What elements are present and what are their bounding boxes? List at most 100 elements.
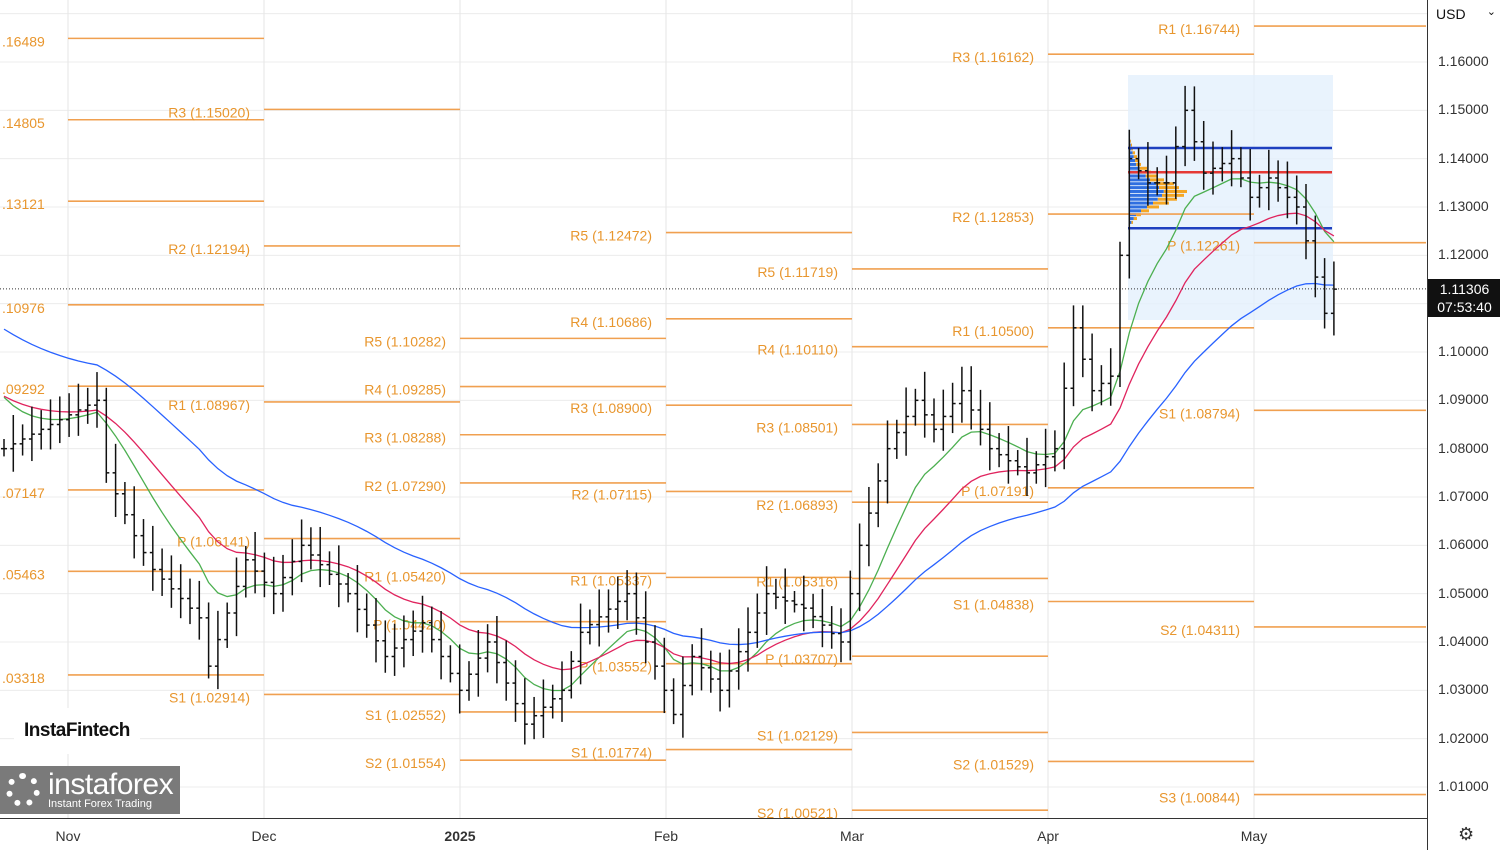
ohlc-bar: [28, 406, 35, 462]
price-tick-label: 1.16000: [1438, 53, 1489, 69]
time-axis[interactable]: Nov Dec 2025 Feb Mar Apr May: [0, 818, 1427, 850]
ohlc-bar: [168, 555, 175, 608]
chevron-down-icon: ⌄: [1486, 6, 1496, 18]
ohlc-bar: [261, 552, 268, 598]
ohlc-bar: [438, 611, 445, 680]
ohlc-bar: [605, 589, 612, 633]
pivot-level-label: R2 (1.06893): [756, 497, 838, 513]
price-chart[interactable]: .16489 .14805 .13121 .10976 .09292 .07147 .054…: [0, 0, 1427, 818]
pivot-level-label: .09292: [2, 381, 45, 397]
current-price-badge: 1.11306 07:53:40: [1428, 279, 1500, 317]
ohlc-bar: [112, 443, 119, 517]
ohlc-bar: [1182, 85, 1189, 167]
price-tick-label: 1.12000: [1438, 246, 1489, 263]
ohlc-bar: [838, 608, 844, 663]
pivot-level-label: S1 (1.02552): [365, 707, 446, 723]
pivot-level-label: R1 (1.10500): [952, 323, 1034, 339]
ohlc-bar: [149, 525, 156, 591]
ohlc-bar: [661, 637, 668, 714]
time-tick-label: May: [1240, 828, 1268, 844]
ohlc-bar: [345, 573, 352, 603]
price-axis[interactable]: USD ⌄ 1.16000 1.15000 1.14000 1.13000 1.12000…: [1427, 0, 1500, 850]
pivot-level-label: .13121: [2, 196, 45, 212]
volume-profile-bar: [1129, 220, 1132, 224]
ohlc-bar: [1079, 305, 1086, 378]
volume-profile-bar: [1130, 143, 1132, 147]
volume-profile-bar: [1129, 155, 1134, 159]
ohlc-bar: [577, 603, 584, 685]
time-tick-label: Mar: [839, 828, 865, 844]
ohlc-bar: [1144, 142, 1151, 206]
pivot-level-label: .16489: [2, 33, 45, 49]
time-tick-label: Nov: [55, 828, 81, 844]
ohlc-bar: [224, 602, 231, 648]
price-tick-label: 1.10000: [1438, 342, 1489, 359]
pivot-level-label: R1 (1.05337): [570, 572, 652, 588]
volume-profile-bar: [1129, 205, 1147, 209]
price-tick-label: 1.02000: [1438, 729, 1489, 746]
ohlc-bar: [884, 420, 891, 504]
volume-profile-area: [1128, 75, 1333, 320]
volume-profile-bar: [1129, 178, 1150, 182]
ohlc-bar: [56, 396, 63, 444]
volume-profile-bar: [1129, 201, 1153, 205]
volume-profile-bar: [1157, 197, 1177, 201]
ohlc-bar: [568, 651, 575, 699]
volume-profile-bar: [1156, 182, 1174, 186]
ohlc-bar: [707, 650, 714, 693]
ohlc-bar: [931, 398, 937, 443]
ohlc-bar: [177, 564, 184, 619]
volume-profile-bar: [1129, 151, 1133, 155]
pivot-level-label: P (1.06141): [177, 534, 250, 550]
instaforex-logo: instaforex Instant Forex Trading: [0, 766, 180, 814]
pivot-level-label: R2 (1.12853): [952, 209, 1034, 225]
currency-label: USD: [1436, 6, 1466, 22]
time-tick-label: Apr: [1037, 828, 1059, 844]
ohlc-bar: [968, 366, 975, 430]
ohlc-bar: [549, 684, 556, 719]
pivot-level-label: S1 (1.02914): [169, 689, 250, 705]
ohlc-bar: [38, 410, 45, 450]
ohlc-bar: [1284, 161, 1291, 219]
ohlc-bar: [559, 661, 565, 722]
ohlc-bar: [958, 366, 965, 423]
ohlc-bar: [131, 486, 138, 559]
ohlc-bar: [940, 389, 947, 451]
ohlc-bar: [326, 551, 333, 585]
price-tick-label: 1.04000: [1438, 632, 1489, 649]
volume-profile-bar: [1145, 174, 1157, 178]
pivot-level-label: R5 (1.12472): [570, 228, 652, 244]
ohlc-bar: [1014, 450, 1021, 476]
ohlc-bar: [1126, 129, 1133, 279]
ohlc-bar: [1154, 167, 1161, 196]
ohlc-bar: [875, 463, 882, 528]
volume-profile-bar: [1130, 139, 1131, 143]
volume-profile-bar: [1129, 166, 1140, 170]
ohlc-bar: [652, 625, 658, 680]
ohlc-bar: [187, 578, 193, 625]
pivot-level-label: S1 (1.08794): [1159, 405, 1240, 421]
ohlc-bar: [726, 649, 733, 708]
ohlc-bar: [493, 615, 500, 684]
price-tick-label: 1.03000: [1438, 681, 1489, 698]
ohlc-bar: [1321, 258, 1328, 329]
volume-profile-bar: [1129, 217, 1134, 221]
ohlc-bar: [819, 588, 826, 648]
current-price: 1.11306: [1439, 281, 1490, 297]
ohlc-bar: [47, 399, 54, 450]
ohlc-bar: [1033, 451, 1040, 484]
ohlc-bar: [540, 679, 547, 738]
ohlc-bar: [1061, 362, 1068, 470]
ohlc-bar: [893, 419, 900, 459]
ohlc-bar: [614, 576, 621, 629]
volume-profile-bar: [1129, 189, 1164, 193]
ohlc-bar: [735, 628, 742, 690]
volume-profile-bar: [1162, 193, 1184, 197]
ohlc-bar: [1070, 305, 1077, 407]
ohlc-bar: [847, 570, 854, 661]
ohlc-bar: [596, 589, 603, 647]
currency-select[interactable]: USD ⌄: [1432, 2, 1498, 26]
settings-icon[interactable]: ⚙: [1458, 824, 1475, 844]
pivot-level-label: S2 (1.01554): [365, 755, 446, 771]
price-tick-label: 1.01000: [1438, 777, 1489, 794]
